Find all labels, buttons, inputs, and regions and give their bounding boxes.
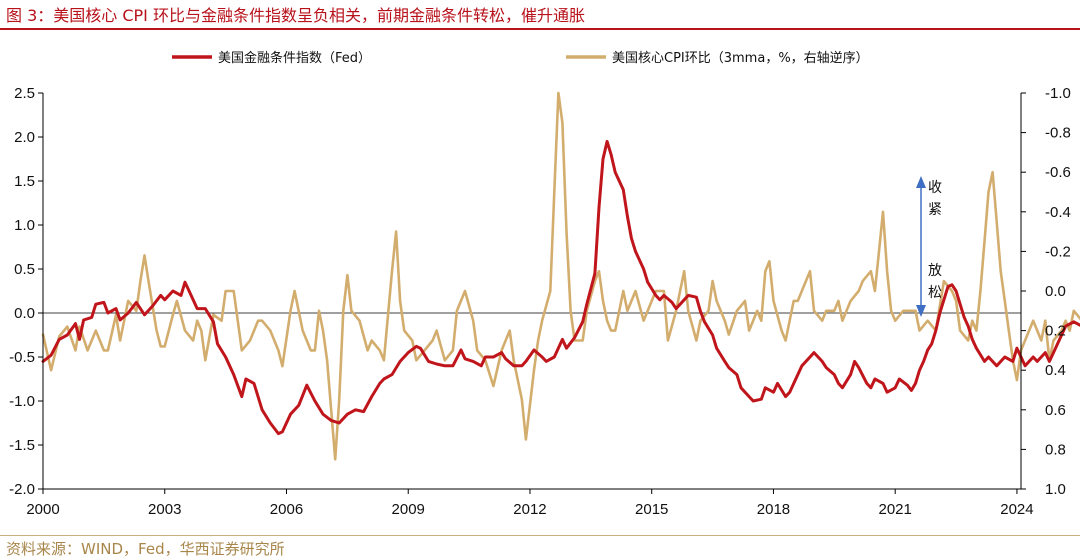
source-rule (0, 535, 1080, 536)
right-tick-label: 0.0 (1045, 283, 1066, 300)
title-rule (0, 28, 1080, 30)
x-tick-label: 2018 (757, 501, 790, 518)
left-tick-label: -1.0 (9, 393, 35, 410)
series-line-fci (41, 139, 1080, 436)
x-tick-label: 2012 (513, 501, 546, 518)
right-tick-label: -0.2 (1045, 243, 1071, 260)
legend-label-fci: 美国金融条件指数（Fed） (218, 50, 371, 66)
left-tick-label: 1.5 (14, 173, 35, 190)
arrow-up-icon (916, 176, 926, 188)
left-tick-label: -0.5 (9, 349, 35, 366)
x-tick-label: 2003 (148, 501, 181, 518)
right-tick-label: -1.0 (1045, 85, 1071, 102)
right-tick-label: 0.4 (1045, 362, 1066, 379)
arrow-down-icon (916, 305, 926, 317)
annotation-tighten-char-1: 收 (928, 180, 942, 196)
right-tick-label: -0.8 (1045, 125, 1071, 142)
left-tick-label: 0.5 (14, 261, 35, 278)
right-axis-ticks: 1.0 0.8 0.6 0.4 0.2 0.0 -0.2 -0.4 -0.6 -0.8 -1.0 (1021, 85, 1071, 498)
right-tick-label: 0.6 (1045, 402, 1066, 419)
x-tick-label: 2009 (392, 501, 425, 518)
x-axis-ticks: 2000 2003 2006 2009 2012 2015 2018 2021 2024 (26, 489, 1034, 518)
right-tick-label: 0.2 (1045, 323, 1066, 340)
right-tick-label: -0.6 (1045, 164, 1071, 181)
x-tick-label: 2024 (1000, 501, 1033, 518)
tighten-loosen-annotation: 收 紧 放 松 (916, 176, 942, 317)
series-line-core-cpi (41, 91, 1080, 461)
left-tick-label: 1.0 (14, 217, 35, 234)
x-tick-label: 2015 (635, 501, 668, 518)
left-tick-label: 0.0 (14, 305, 35, 322)
annotation-loosen-char-2: 松 (928, 285, 942, 301)
source-note: 资料来源：WIND，Fed，华西证券研究所 (6, 540, 285, 558)
left-tick-label: 2.0 (14, 129, 35, 146)
right-tick-label: 0.8 (1045, 441, 1066, 458)
x-tick-label: 2006 (270, 501, 303, 518)
left-tick-label: -1.5 (9, 437, 35, 454)
legend: 美国金融条件指数（Fed） 美国核心CPI环比（3mma，%，右轴逆序） (172, 50, 869, 66)
figure-title: 图 3：美国核心 CPI 环比与金融条件指数呈负相关，前期金融条件转松，催升通胀 (6, 6, 585, 25)
series-cpi (41, 91, 1080, 461)
left-axis-ticks: -2.0 -1.5 -1.0 -0.5 0.0 0.5 1.0 1.5 2.0 2.5 (9, 85, 43, 498)
series-fci (41, 139, 1080, 436)
annotation-tighten-char-2: 紧 (928, 202, 942, 218)
right-tick-label: -0.4 (1045, 204, 1071, 221)
x-tick-label: 2000 (26, 501, 59, 518)
legend-label-cpi: 美国核心CPI环比（3mma，%，右轴逆序） (612, 50, 869, 66)
x-tick-label: 2021 (879, 501, 912, 518)
chart: 美国金融条件指数（Fed） 美国核心CPI环比（3mma，%，右轴逆序） -2.… (9, 50, 1080, 518)
left-tick-label: 2.5 (14, 85, 35, 102)
right-tick-label: 1.0 (1045, 481, 1066, 498)
left-tick-label: -2.0 (9, 481, 35, 498)
annotation-loosen-char-1: 放 (928, 263, 942, 279)
